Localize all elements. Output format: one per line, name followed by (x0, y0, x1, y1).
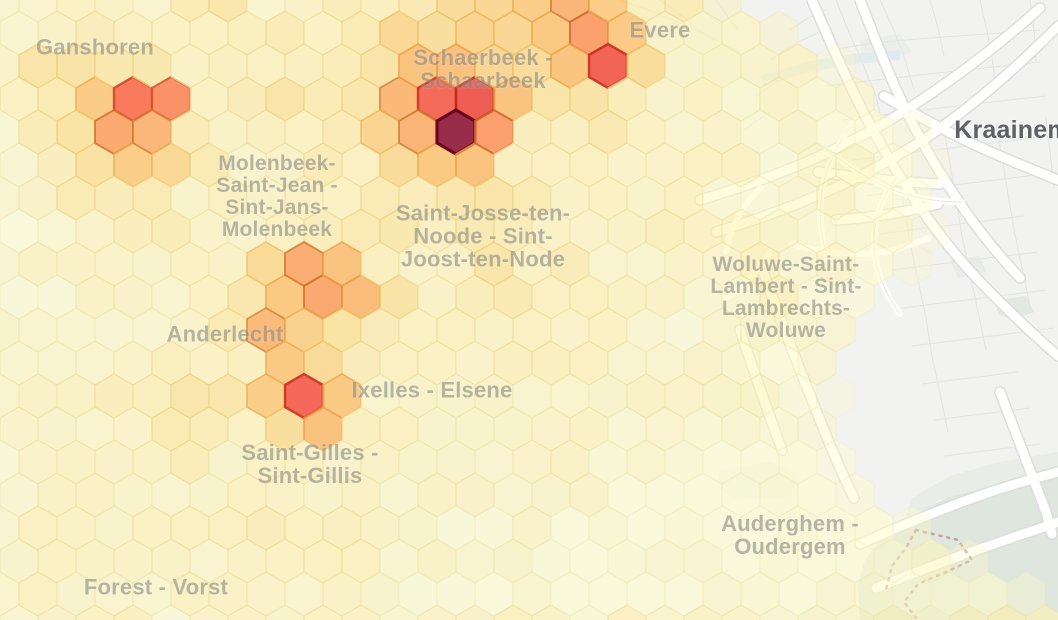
water-sliver (760, 50, 900, 86)
hexbin-cell[interactable] (854, 241, 894, 287)
hexbin-cell[interactable] (816, 307, 856, 353)
hexbin-cell[interactable] (816, 43, 856, 89)
hexbin-cell[interactable] (892, 109, 932, 155)
water-features (760, 50, 900, 86)
hexbin-cell[interactable] (911, 142, 951, 188)
hexbin-cell[interactable] (0, 0, 20, 23)
hexbin-cell[interactable] (1025, 604, 1058, 620)
hexbin-cell[interactable] (778, 373, 818, 419)
hexbin-cell[interactable] (816, 439, 856, 485)
hexbin-cell[interactable] (892, 175, 932, 221)
hexbin-cell[interactable] (911, 208, 951, 254)
hexbin-cell[interactable] (778, 307, 818, 353)
park-edge (905, 452, 1058, 520)
hexbin-cell[interactable] (816, 373, 856, 419)
hexbin-cell[interactable] (892, 241, 932, 287)
